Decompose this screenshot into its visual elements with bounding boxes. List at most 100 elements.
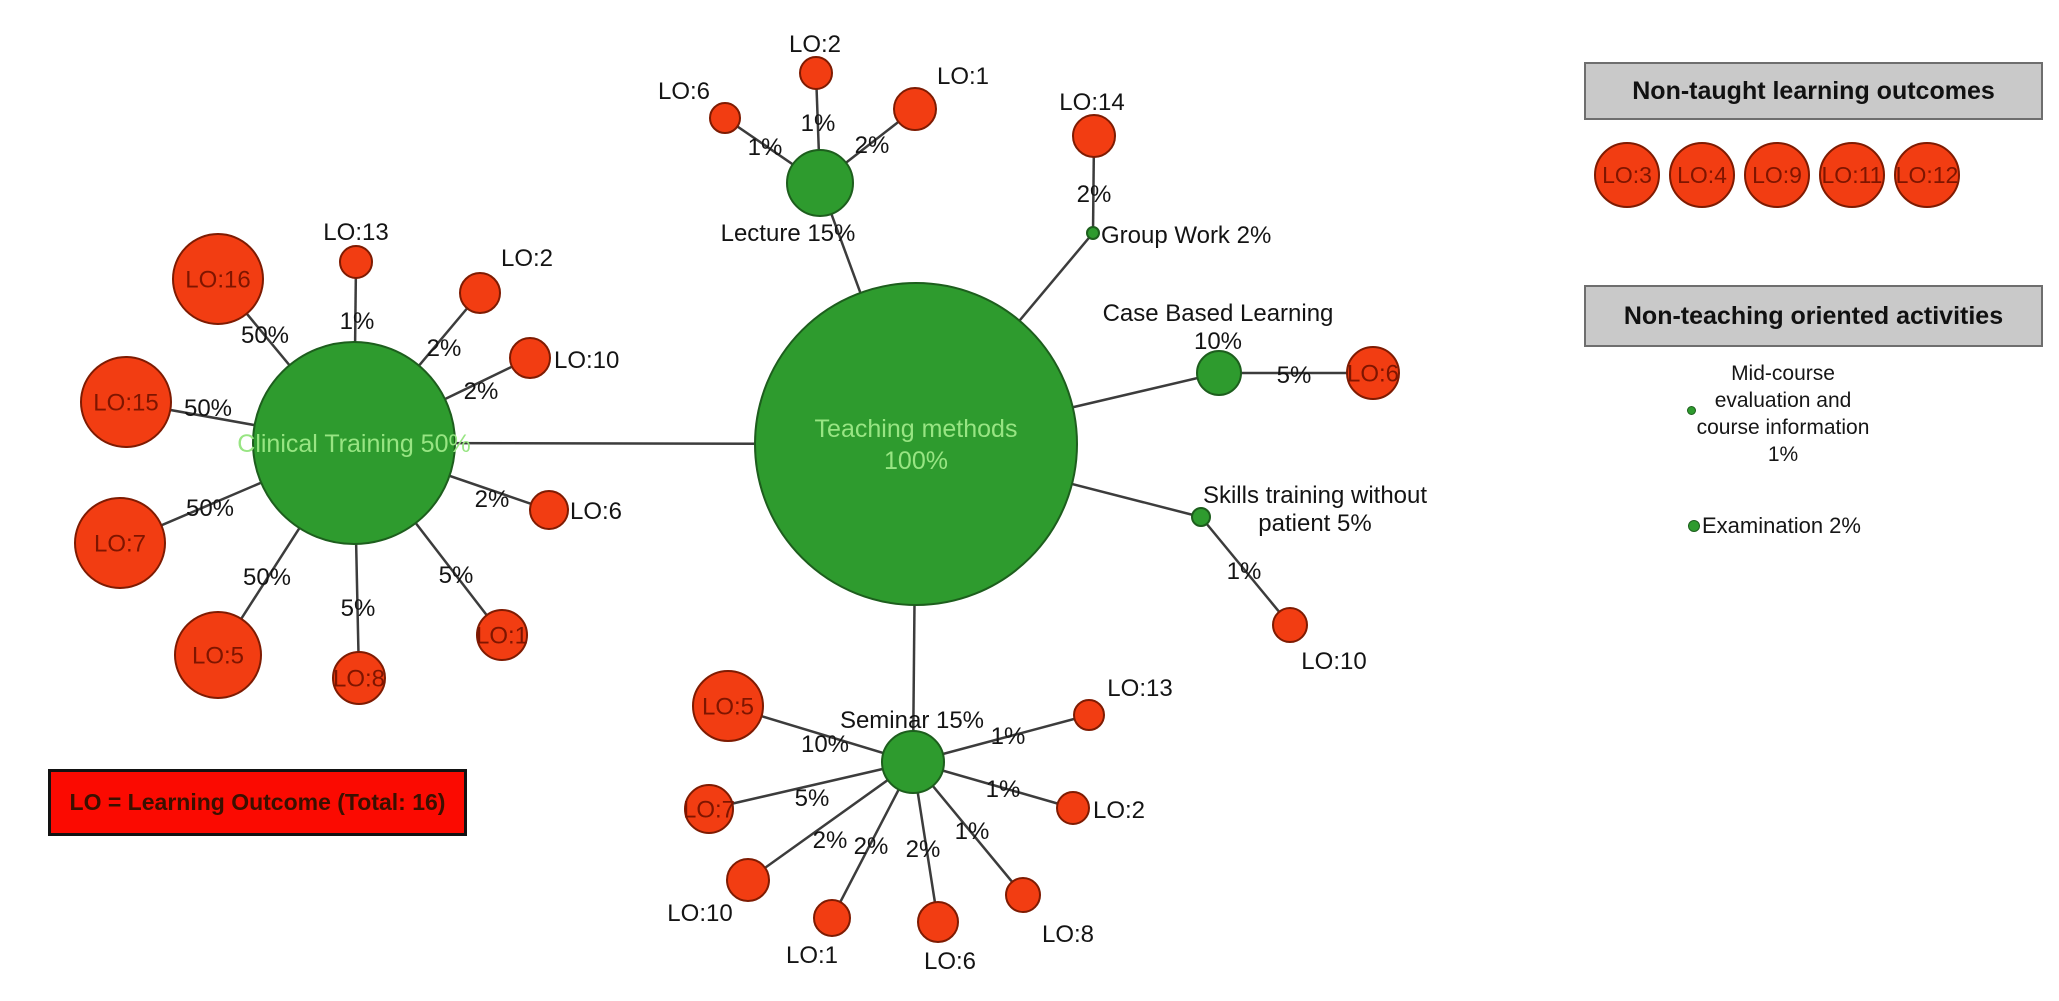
node-s5-lo <box>692 670 764 742</box>
label-l2: LO:2 <box>789 31 841 58</box>
label-c6: LO:6 <box>570 498 622 525</box>
edge-label-clinical-c16: 50% <box>241 322 289 349</box>
edge-label-seminar-s10: 2% <box>813 827 848 854</box>
node-s8-lo <box>1005 877 1041 913</box>
edge-label-seminar-s7: 5% <box>795 785 830 812</box>
edge-label-seminar-s6: 2% <box>906 836 941 863</box>
non-taught-lo-circles: LO:3 LO:4 LO:9 LO:11 LO:12 <box>1594 142 1960 208</box>
examination-label: Examination 2% <box>1702 513 1861 538</box>
node-cbl-hub <box>1196 350 1242 396</box>
node-c10-lo <box>509 337 551 379</box>
label-teaching: 100% <box>884 447 948 475</box>
node-c6-lo <box>529 490 569 530</box>
non-taught-lo-badge-lo4: LO:4 <box>1669 142 1735 208</box>
edge-label-lecture-l6: 1% <box>748 134 783 161</box>
legend-box: LO = Learning Outcome (Total: 16) <box>48 769 467 836</box>
label-skills: patient 5% <box>1258 510 1371 537</box>
non-taught-outcomes-title: Non-taught learning outcomes <box>1632 76 1995 105</box>
label-s1: LO:1 <box>786 942 838 969</box>
node-s2-lo <box>1056 791 1090 825</box>
node-skills-hub <box>1191 507 1211 527</box>
label-c16: LO:16 <box>185 266 250 293</box>
non-teaching-activities-title: Non-teaching oriented activities <box>1623 301 2004 330</box>
label-seminar: Seminar 15% <box>840 707 984 734</box>
label-s5: LO:5 <box>702 693 754 720</box>
node-c16-lo <box>172 233 264 325</box>
label-s7: LO:7 <box>683 796 735 823</box>
node-c2-lo <box>459 272 501 314</box>
label-teaching: Teaching methods <box>815 415 1018 443</box>
mid-course-line: evaluation and <box>1714 389 1852 412</box>
node-c8-lo <box>332 651 386 705</box>
label-c8: LO:8 <box>333 665 385 692</box>
edge-label-seminar-s2: 1% <box>986 776 1021 803</box>
node-sk10-lo <box>1272 607 1308 643</box>
edge-label-seminar-s8: 1% <box>955 818 990 845</box>
node-l2-lo <box>799 56 833 90</box>
edge-label-clinical-c10: 2% <box>464 378 499 405</box>
edge-label-clinical-c15: 50% <box>184 395 232 422</box>
edge-label-clinical-c2: 2% <box>427 335 462 362</box>
label-c5: LO:5 <box>192 642 244 669</box>
label-cbl: Case Based Learning <box>1103 300 1334 327</box>
edge-skills-sk10 <box>1200 516 1291 626</box>
node-c1-lo <box>476 609 528 661</box>
node-s13-lo <box>1073 699 1105 731</box>
mid-course-line: course information <box>1696 416 1870 439</box>
node-s7-lo <box>684 784 734 834</box>
node-cb6-lo <box>1346 346 1400 400</box>
edge-label-groupwork-l14: 2% <box>1077 181 1112 208</box>
edge-label-seminar-s13: 1% <box>991 723 1026 750</box>
edge-label-clinical-c13: 1% <box>340 308 375 335</box>
edge-label-lecture-l2: 1% <box>801 110 836 137</box>
label-c2: LO:2 <box>501 245 553 272</box>
node-groupwork-hub <box>1086 226 1100 240</box>
non-taught-lo-badge-lo9: LO:9 <box>1744 142 1810 208</box>
node-c13-lo <box>339 245 373 279</box>
label-s2: LO:2 <box>1093 797 1145 824</box>
node-seminar-hub <box>881 730 945 794</box>
edge-label-seminar-s5: 10% <box>801 731 849 758</box>
label-skills: Skills training without <box>1203 482 1427 509</box>
edge-label-lecture-l1: 2% <box>855 132 890 159</box>
label-l1: LO:1 <box>937 63 989 90</box>
edge-label-skills-sk10: 1% <box>1227 558 1262 585</box>
edge-label-clinical-c5: 50% <box>243 564 291 591</box>
mid-course-dot-icon <box>1687 406 1696 415</box>
node-lecture-hub <box>786 149 854 217</box>
node-l6-lo <box>709 102 741 134</box>
node-l14-lo <box>1072 114 1116 158</box>
node-c7-lo <box>74 497 166 589</box>
examination-dot-icon <box>1688 520 1700 532</box>
edge-seminar-s7 <box>708 760 914 811</box>
node-s6-lo <box>917 901 959 943</box>
label-lecture: Lecture 15% <box>721 220 856 247</box>
mid-course-evaluation-label: Mid-course evaluation and course informati… <box>1663 360 1903 468</box>
non-taught-outcomes-header: Non-taught learning outcomes <box>1584 62 2043 120</box>
edge-label-seminar-s1: 2% <box>854 833 889 860</box>
label-groupwork: Group Work 2% <box>1101 222 1271 249</box>
edge-label-clinical-c7: 50% <box>186 495 234 522</box>
label-cbl: 10% <box>1194 328 1242 355</box>
label-c13: LO:13 <box>323 219 388 246</box>
non-taught-lo-badge-lo11: LO:11 <box>1819 142 1885 208</box>
node-l1-lo <box>893 87 937 131</box>
label-sk10: LO:10 <box>1301 648 1366 675</box>
label-l6: LO:6 <box>658 78 710 105</box>
label-s10: LO:10 <box>667 900 732 927</box>
label-c1: LO:1 <box>476 622 528 649</box>
label-c10: LO:10 <box>554 347 619 374</box>
label-l14: LO:14 <box>1059 89 1124 116</box>
label-s6: LO:6 <box>924 948 976 975</box>
non-taught-lo-badge-lo3: LO:3 <box>1594 142 1660 208</box>
non-teaching-activities-header: Non-teaching oriented activities <box>1584 285 2043 347</box>
non-taught-lo-badge-lo12: LO:12 <box>1894 142 1960 208</box>
edge-label-cbl-cb6: 5% <box>1277 362 1312 389</box>
edge-label-clinical-c1: 5% <box>439 562 474 589</box>
label-c15: LO:15 <box>93 389 158 416</box>
node-clinical-hub <box>252 341 456 545</box>
label-clinical: Clinical Training 50% <box>237 430 470 458</box>
legend-text: LO = Learning Outcome (Total: 16) <box>69 789 446 815</box>
node-s1-lo <box>813 899 851 937</box>
